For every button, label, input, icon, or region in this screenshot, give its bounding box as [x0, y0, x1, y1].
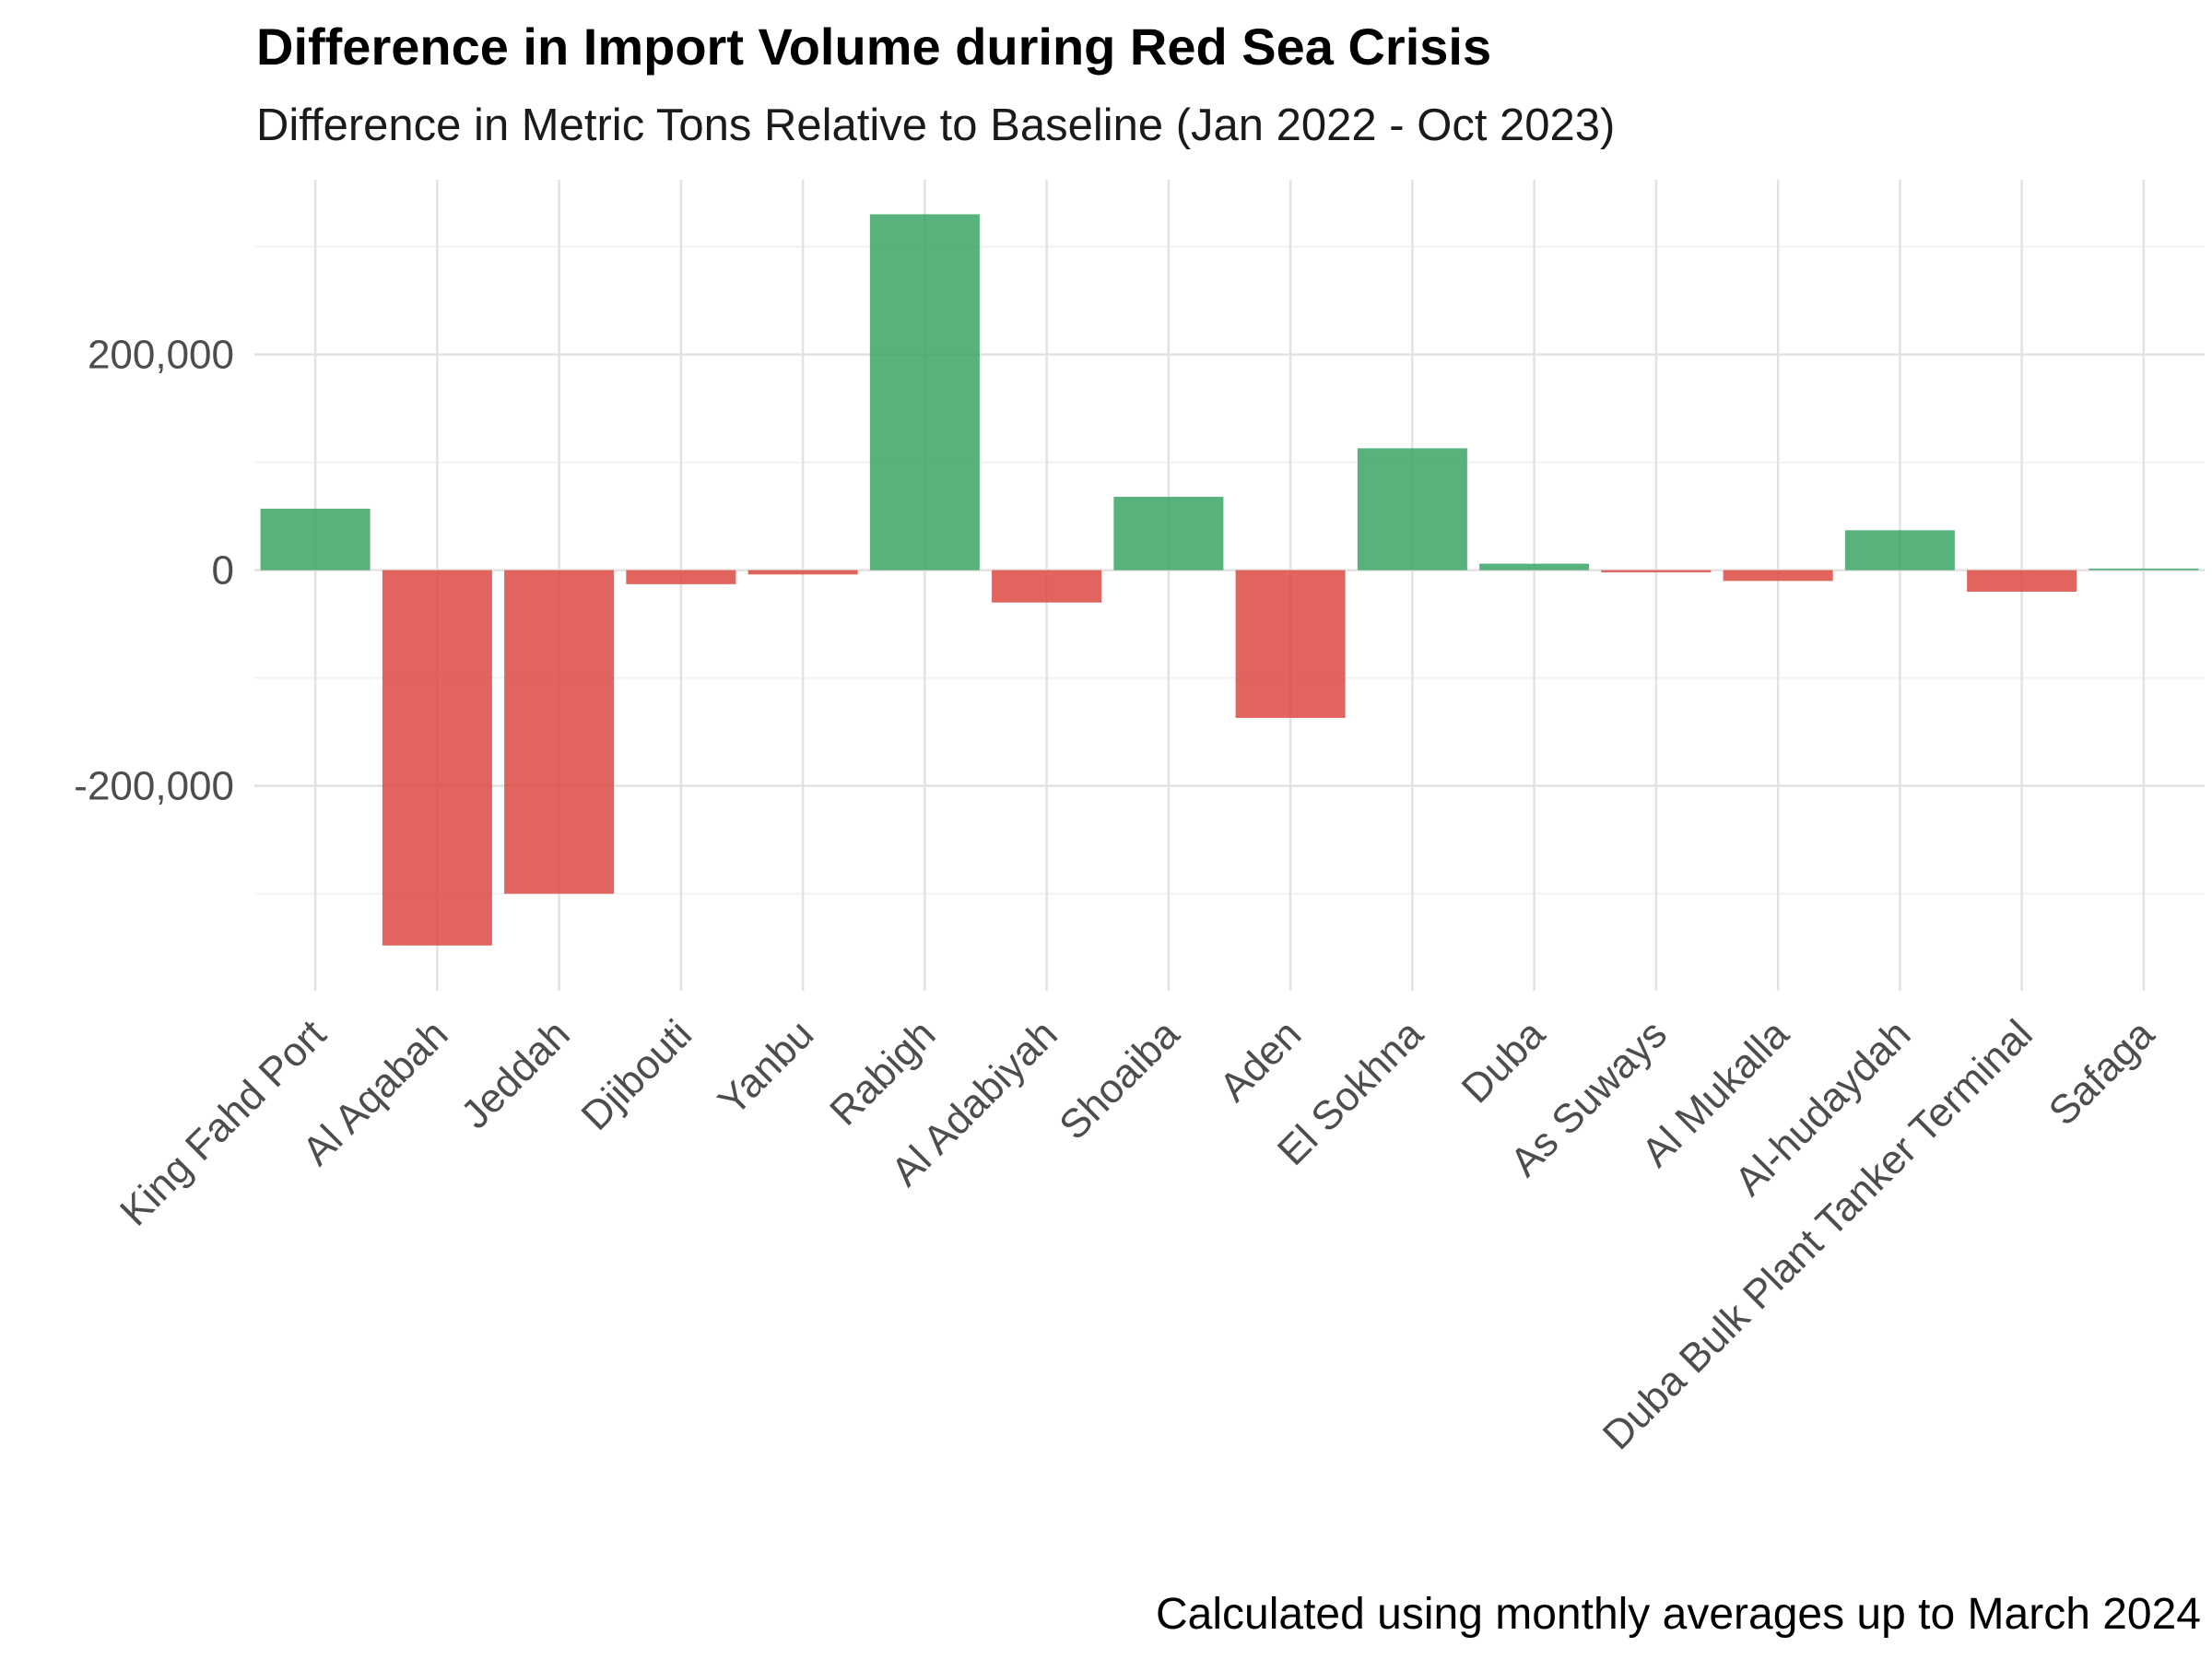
bar — [1235, 570, 1346, 718]
x-tick-label: King Fahd Port — [112, 1011, 335, 1234]
y-tick-label: 200,000 — [88, 333, 234, 378]
chart-subtitle: Difference in Metric Tons Relative to Ba… — [256, 100, 1616, 150]
bar — [260, 508, 371, 571]
bar — [1601, 570, 1712, 572]
bar — [1357, 448, 1467, 571]
x-tick-label: Aden — [1211, 1011, 1310, 1110]
bar — [1113, 497, 1224, 571]
bar — [992, 570, 1102, 603]
x-tick-label: Safaga — [2041, 1011, 2164, 1135]
x-tick-label: Duba Bulk Plant Tanker Terminal — [1594, 1011, 2041, 1458]
bars — [260, 214, 2199, 946]
x-tick-label: Djibouti — [573, 1011, 700, 1138]
x-tick-label: Jeddah — [453, 1011, 579, 1137]
bar — [1967, 570, 2077, 593]
x-tick-label: Duba — [1453, 1011, 1554, 1112]
x-tick-label: Shoaiba — [1051, 1011, 1188, 1148]
bar — [747, 570, 858, 575]
bar — [504, 570, 615, 894]
x-tick-label: Rabigh — [821, 1011, 944, 1134]
chart-caption: Calculated using monthly averages up to … — [1156, 1590, 2201, 1639]
bar — [2088, 568, 2199, 571]
y-tick-label: 0 — [212, 548, 234, 594]
bar — [869, 214, 980, 571]
bar — [626, 570, 736, 584]
x-tick-label: Yanbu — [710, 1011, 822, 1124]
bar — [382, 570, 492, 946]
chart-title: Difference in Import Volume during Red S… — [256, 18, 1492, 76]
y-axis-tick-labels: -200,000 0 200,000 — [74, 333, 234, 809]
bar — [1479, 563, 1590, 571]
y-tick-label: -200,000 — [74, 764, 234, 809]
bar — [1723, 570, 1833, 582]
bar — [1844, 530, 1955, 571]
